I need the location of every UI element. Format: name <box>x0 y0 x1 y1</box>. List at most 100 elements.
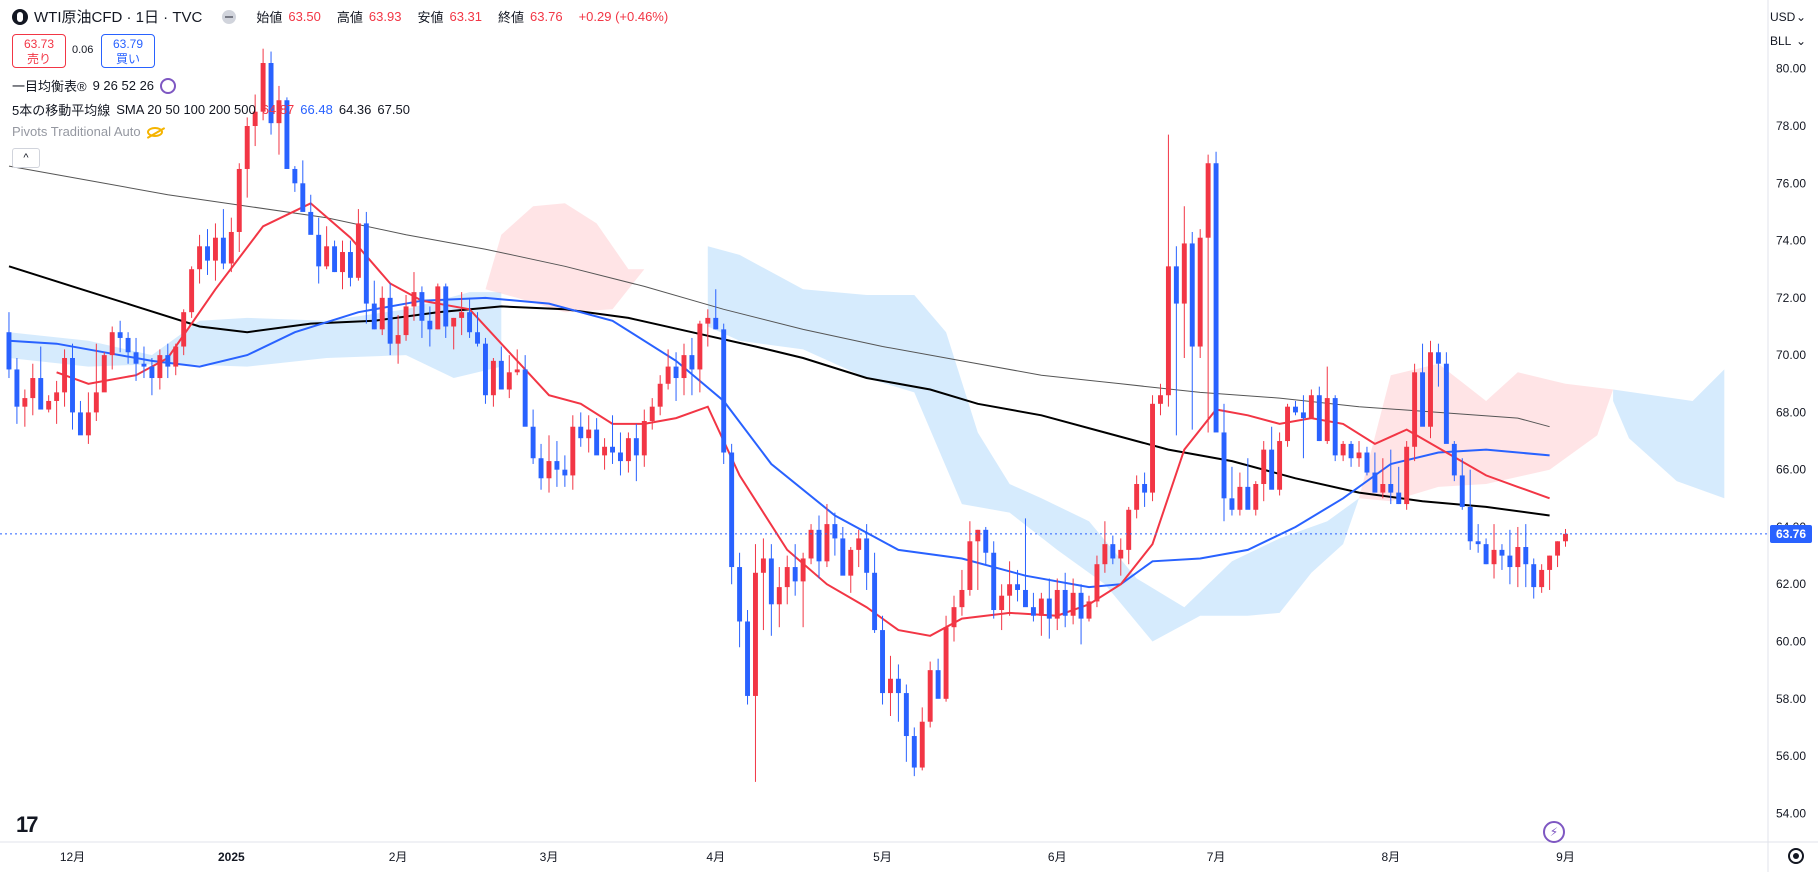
candle-33 <box>268 51 274 135</box>
candle-body <box>903 693 909 737</box>
candle-body <box>911 736 917 768</box>
buy-button[interactable]: 63.79 買い <box>101 34 155 68</box>
candle-84 <box>673 352 679 401</box>
sync-icon[interactable] <box>160 77 177 94</box>
collapse-legend-button[interactable]: ^ <box>12 148 40 168</box>
candle-164 <box>1308 389 1314 419</box>
candle-114 <box>911 727 917 777</box>
candle-11 <box>93 343 99 421</box>
ma-params: SMA 20 50 100 200 500 <box>116 102 256 117</box>
pivots-legend[interactable]: Pivots Traditional Auto <box>12 124 163 139</box>
candle-body <box>792 567 798 582</box>
candle-body <box>538 458 544 479</box>
lightning-icon[interactable]: ⚡ <box>1543 821 1565 843</box>
tradingview-logo-icon[interactable]: 17 <box>16 812 39 837</box>
candle-4 <box>38 346 44 410</box>
candle-165 <box>1316 386 1322 442</box>
x-tick-label: 2月 <box>389 850 408 864</box>
candle-113 <box>903 684 909 762</box>
candle-2 <box>22 389 28 427</box>
candle-42 <box>340 240 345 290</box>
candle-body <box>340 252 345 273</box>
candle-44 <box>355 209 361 281</box>
candle-103 <box>824 504 830 568</box>
ma-legend[interactable]: 5本の移動平均線 SMA 20 50 100 200 500 64.87 66.… <box>12 100 410 119</box>
candle-body <box>1451 443 1457 476</box>
candle-40 <box>324 226 330 270</box>
candle-68 <box>546 435 552 493</box>
candle-body <box>1261 449 1267 485</box>
ichimoku-legend[interactable]: 一目均衡表® 9 26 52 26 <box>12 76 177 95</box>
symbol-title[interactable]: WTI原油CFD · 1日 · TVC <box>34 9 203 26</box>
candle-body <box>1308 395 1314 419</box>
candle-28 <box>228 217 234 273</box>
candle-body <box>1428 352 1433 427</box>
candle-155 <box>1237 472 1243 516</box>
candle-58 <box>467 297 473 338</box>
candle-178 <box>1420 343 1426 427</box>
y-tick-label: 54.00 <box>1776 806 1806 820</box>
candle-146 <box>1165 134 1171 407</box>
candle-body <box>1300 412 1306 419</box>
candle-194 <box>1547 555 1553 590</box>
candle-127 <box>1015 569 1020 602</box>
candle-body <box>888 678 893 694</box>
candle-45 <box>363 211 369 324</box>
candle-body <box>1118 549 1124 559</box>
candle-135 <box>1078 584 1084 645</box>
x-tick-label: 7月 <box>1207 850 1226 864</box>
hidden-eye-icon[interactable] <box>146 126 163 137</box>
candle-body <box>943 627 949 699</box>
candle-66 <box>530 409 536 464</box>
candle-body <box>729 452 735 568</box>
candle-body <box>1459 475 1465 507</box>
candle-body <box>697 323 703 370</box>
chevron-down-icon: ⌄ <box>1795 10 1806 24</box>
gear-icon[interactable] <box>1788 848 1804 864</box>
ichimoku-cloud-bear-0 <box>485 203 645 313</box>
candle-body <box>562 469 568 476</box>
currency-select[interactable]: USD ⌄ <box>1766 6 1810 28</box>
candle-158 <box>1261 441 1267 502</box>
candle-51 <box>411 272 417 321</box>
y-tick-label: 80.00 <box>1776 62 1806 76</box>
last-price-badge: 63.76 <box>1770 524 1812 543</box>
candle-body <box>1197 237 1203 347</box>
candle-147 <box>1173 246 1179 436</box>
ma-line-sma20 <box>56 202 1550 637</box>
unit-select[interactable]: BLL ⌄ <box>1766 30 1810 52</box>
candle-55 <box>443 283 449 338</box>
candle-body <box>673 366 679 379</box>
candle-body <box>570 426 576 476</box>
candle-body <box>999 595 1005 611</box>
buy-label: 買い <box>115 52 140 66</box>
candle-body <box>1086 601 1092 619</box>
candle-body <box>1531 564 1537 588</box>
ma-line-sma100 <box>8 265 1550 517</box>
ohlc-close-value: 63.76 <box>530 9 563 24</box>
candle-body <box>117 332 123 338</box>
candle-body <box>927 670 933 722</box>
candle-133 <box>1062 572 1068 628</box>
candle-195 <box>1555 541 1561 568</box>
candle-41 <box>332 240 338 273</box>
market-status-icon[interactable] <box>222 9 237 24</box>
y-tick-label: 72.00 <box>1776 291 1806 305</box>
ma-line-sma50 <box>8 296 1550 589</box>
candle-body <box>1555 541 1561 556</box>
candle-148 <box>1181 206 1187 358</box>
candle-142 <box>1134 475 1140 519</box>
candle-176 <box>1404 441 1410 510</box>
candle-body <box>125 337 131 353</box>
candle-body <box>594 429 600 456</box>
sell-button[interactable]: 63.73 売り <box>12 34 66 68</box>
candle-body <box>649 406 655 421</box>
candle-59 <box>475 312 480 347</box>
candle-104 <box>832 512 838 556</box>
candle-body <box>967 541 973 590</box>
candle-167 <box>1332 395 1338 462</box>
candle-body <box>173 346 179 367</box>
x-tick-label: 3月 <box>540 850 559 864</box>
candle-27 <box>220 209 226 270</box>
